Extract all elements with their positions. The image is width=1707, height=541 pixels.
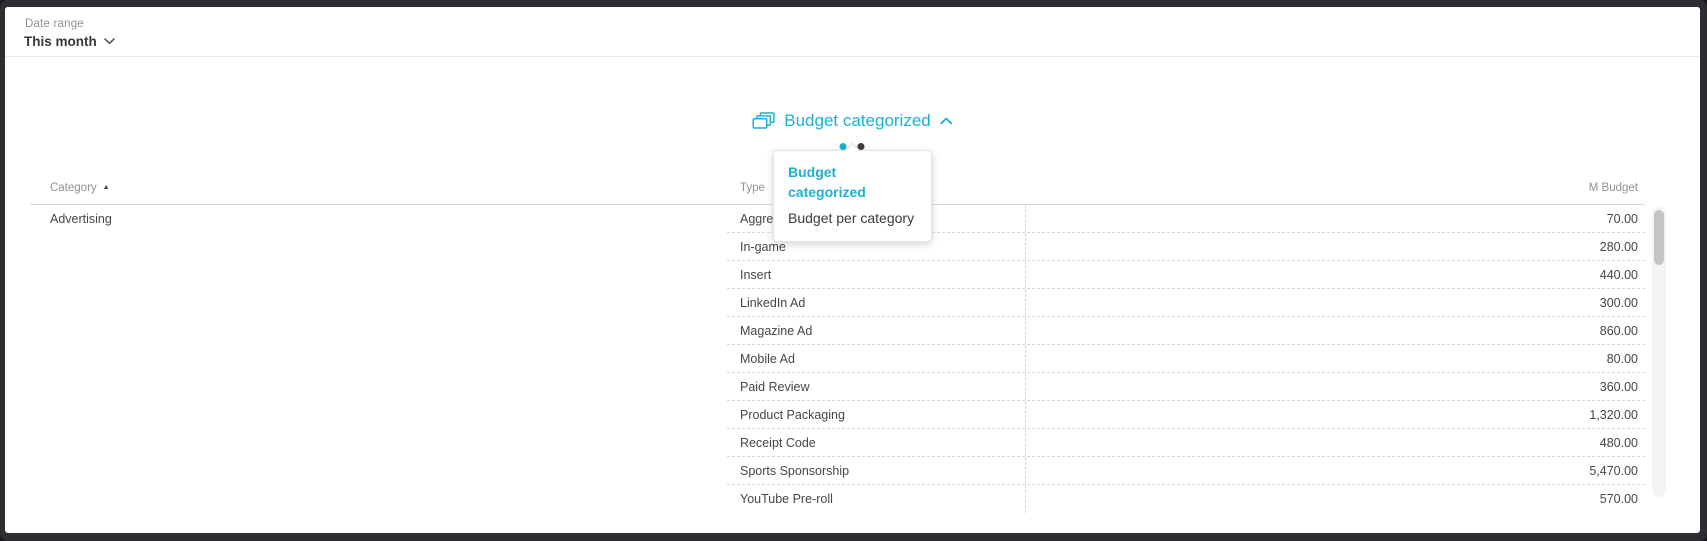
column-header-type[interactable]: Type xyxy=(740,182,765,194)
category-cell xyxy=(30,261,727,289)
scrollbar-thumb[interactable] xyxy=(1654,210,1664,265)
table-row: In-game 280.00 xyxy=(30,233,1645,261)
menu-item-budget-per-category[interactable]: Budget per category xyxy=(788,210,915,226)
budget-cell[interactable]: 300.00 xyxy=(1025,289,1645,316)
category-cell xyxy=(30,373,727,401)
view-switcher-title: Budget categorized xyxy=(784,111,931,130)
category-cell xyxy=(30,401,727,429)
table-row: YouTube Pre-roll 570.00 xyxy=(30,485,1645,513)
view-switcher-button[interactable]: Budget categorized xyxy=(752,111,952,131)
table-row: Sports Sponsorship 5,470.00 xyxy=(30,457,1645,485)
budget-cell[interactable]: 860.00 xyxy=(1025,317,1645,344)
date-range-value: This month xyxy=(24,34,97,49)
type-cell: Magazine Ad xyxy=(740,323,813,338)
type-cell: Insert xyxy=(740,267,772,282)
type-cell: Receipt Code xyxy=(740,435,816,450)
table-row: Product Packaging 1,320.00 xyxy=(30,401,1645,429)
budget-cell[interactable]: 360.00 xyxy=(1025,373,1645,400)
table-row: Magazine Ad 860.00 xyxy=(30,317,1645,345)
table-row: Receipt Code 480.00 xyxy=(30,429,1645,457)
type-cell: Product Packaging xyxy=(740,407,845,422)
budget-cell[interactable]: 570.00 xyxy=(1025,485,1645,513)
category-cell xyxy=(30,233,727,261)
top-bar: Date range This month xyxy=(5,7,1700,57)
view-switcher-menu: Budget categorized Budget per category xyxy=(773,142,932,242)
type-cell: Sports Sponsorship xyxy=(740,463,850,478)
category-cell xyxy=(30,317,727,345)
table-row: LinkedIn Ad 300.00 xyxy=(30,289,1645,317)
table-row: Advertising Aggregator 70.00 xyxy=(30,205,1645,233)
pager-dot-active[interactable] xyxy=(839,143,847,150)
menu-item-budget-categorized[interactable]: Budget categorized xyxy=(788,164,866,200)
category-cell: Advertising xyxy=(50,212,112,226)
budget-cell[interactable]: 80.00 xyxy=(1025,345,1645,372)
column-header-category[interactable]: Category ▲ xyxy=(50,182,110,194)
pager-dot[interactable] xyxy=(857,143,865,150)
app-window: Date range This month Budget categ xyxy=(5,7,1700,533)
budget-cell[interactable]: 1,320.00 xyxy=(1025,401,1645,428)
budget-cell[interactable]: 480.00 xyxy=(1025,429,1645,456)
type-cell: Paid Review xyxy=(740,379,810,394)
sort-ascending-icon: ▲ xyxy=(102,184,110,191)
category-cell xyxy=(30,457,727,485)
date-range-label: Date range xyxy=(25,18,84,30)
chevron-up-icon xyxy=(939,117,952,125)
category-cell xyxy=(30,345,727,373)
view-pager-dots xyxy=(839,143,865,150)
budget-cell[interactable]: 5,470.00 xyxy=(1025,457,1645,484)
budget-cell[interactable]: 280.00 xyxy=(1025,233,1645,260)
table-row: Insert 440.00 xyxy=(30,261,1645,289)
chevron-down-icon xyxy=(103,38,115,45)
type-cell: YouTube Pre-roll xyxy=(740,492,833,506)
type-cell: Mobile Ad xyxy=(740,351,795,366)
date-range-selector[interactable]: This month xyxy=(24,34,115,49)
type-cell: LinkedIn Ad xyxy=(740,295,806,310)
table-row: Mobile Ad 80.00 xyxy=(30,345,1645,373)
column-header-m-budget[interactable]: M Budget xyxy=(1588,182,1638,194)
budget-table: Category ▲ Type M Budget Advertising Aggr… xyxy=(30,172,1645,513)
table-row: Paid Review 360.00 xyxy=(30,373,1645,401)
vertical-scrollbar[interactable] xyxy=(1652,207,1666,497)
category-cell xyxy=(30,429,727,457)
budget-cell[interactable]: 70.00 xyxy=(1025,205,1645,232)
category-cell xyxy=(30,289,727,317)
stacked-pages-icon xyxy=(752,112,775,130)
type-cell: In-game xyxy=(740,239,786,254)
category-cell xyxy=(30,485,727,513)
budget-cell[interactable]: 440.00 xyxy=(1025,261,1645,288)
